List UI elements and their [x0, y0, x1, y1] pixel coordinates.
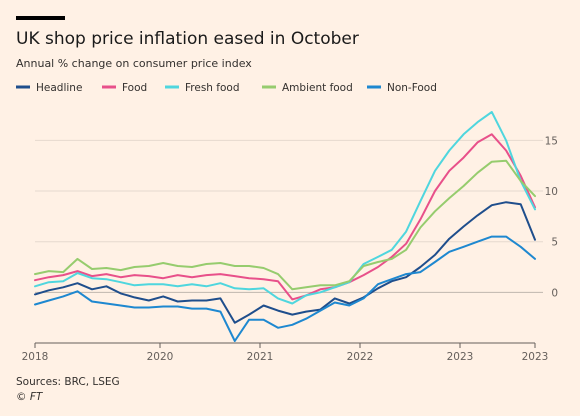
x-tick-label: 2020 [147, 351, 174, 363]
legend-label: Ambient food [282, 82, 353, 94]
x-tick-label: 2023 [447, 351, 474, 363]
series-line-non-food [34, 235, 536, 342]
chart-title: UK shop price inflation eased in October [16, 29, 359, 49]
x-tick-label: 2018 [22, 351, 49, 363]
series-line-food [34, 133, 536, 301]
legend-label: Food [122, 82, 147, 94]
legend-label: Headline [36, 82, 82, 94]
series-lines [34, 111, 536, 342]
series-line-headline [34, 201, 536, 324]
y-tick-label: 15 [545, 135, 558, 147]
x-tick-label: 2023 [522, 351, 549, 363]
x-tick-label: 2022 [347, 351, 374, 363]
chart-subtitle: Annual % change on consumer price index [16, 57, 252, 70]
source-note: Sources: BRC, LSEG [16, 376, 120, 388]
y-tick-label: 0 [551, 287, 558, 299]
x-axis: 2018 2020 2021 2022 2023 2023 [22, 342, 549, 363]
accent-bar [16, 16, 65, 20]
legend-label: Non-Food [387, 82, 437, 94]
series-line-fresh-food [34, 111, 536, 305]
series-line-ambient-food [34, 159, 536, 291]
x-tick-label: 2021 [247, 351, 274, 363]
y-tick-label: 10 [545, 186, 558, 198]
credit: © FT [16, 391, 44, 403]
y-axis-ticks: 0 5 10 15 [545, 135, 558, 299]
y-tick-label: 5 [551, 237, 558, 249]
legend-label: Fresh food [185, 82, 240, 94]
legend: Headline Food Fresh food Ambient food Non-Fo… [16, 82, 437, 94]
